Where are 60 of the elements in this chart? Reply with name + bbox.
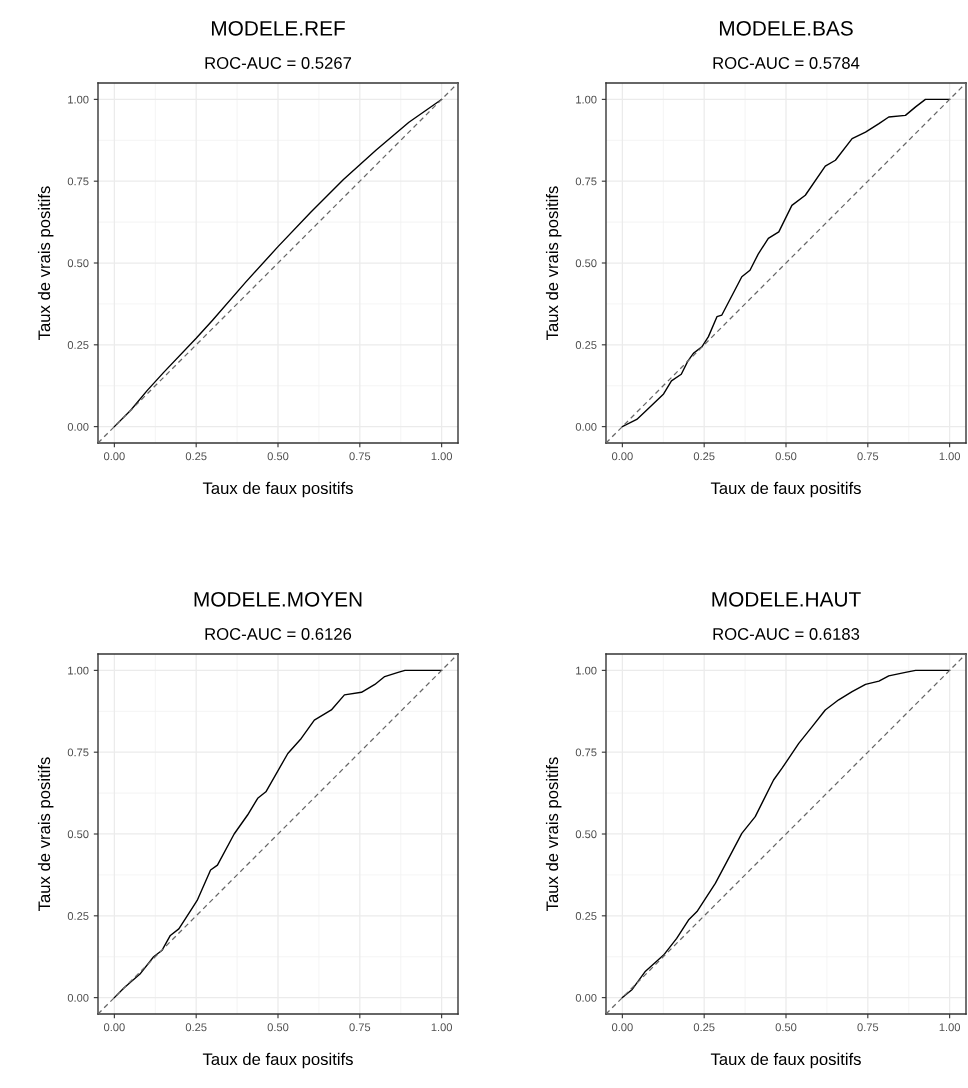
y-axis-title: Taux de vrais positifs bbox=[545, 757, 562, 911]
y-tick-label: 0.50 bbox=[575, 830, 597, 839]
chart-subtitle: ROC-AUC = 0.6126 bbox=[205, 628, 352, 640]
chart-title: MODELE.BAS bbox=[719, 20, 853, 36]
x-tick-label: 0.50 bbox=[775, 452, 797, 461]
x-tick-label: 0.00 bbox=[103, 452, 125, 461]
y-tick-label: 0.00 bbox=[67, 422, 89, 431]
line-series bbox=[113, 669, 443, 999]
x-tick-label: 0.25 bbox=[693, 1023, 715, 1032]
x-tick-label: 0.75 bbox=[857, 452, 879, 461]
chart-subtitle: ROC-AUC = 0.5784 bbox=[713, 57, 860, 69]
x-tick-label: 0.50 bbox=[775, 1023, 797, 1032]
y-tick-label: 0.50 bbox=[67, 259, 89, 268]
y-tick-label: 0.25 bbox=[67, 341, 89, 349]
x-tick-label: 1.00 bbox=[431, 1023, 453, 1032]
x-axis-title: Taux de faux positifs bbox=[710, 481, 861, 498]
y-tick-label: 0.25 bbox=[575, 912, 597, 920]
line-series bbox=[621, 669, 951, 999]
y-tick-label: 1.00 bbox=[68, 95, 89, 104]
chart-title: MODELE.REF bbox=[211, 20, 345, 36]
y-tick-label: 0.25 bbox=[575, 341, 597, 349]
y-tick-label: 0.00 bbox=[575, 422, 597, 431]
y-tick-label: 0.75 bbox=[575, 748, 597, 757]
line-series bbox=[113, 98, 443, 428]
y-tick-label: 0.50 bbox=[575, 259, 597, 268]
y-tick-label: 0.00 bbox=[67, 993, 89, 1002]
chart-title: MODELE.HAUT bbox=[712, 591, 861, 607]
x-axis-title: Taux de faux positifs bbox=[202, 1052, 353, 1069]
x-tick-label: 0.50 bbox=[267, 1023, 289, 1032]
x-tick-label: 0.75 bbox=[349, 452, 371, 461]
x-tick-label: 0.25 bbox=[185, 452, 207, 461]
x-tick-label: 0.50 bbox=[267, 452, 289, 461]
y-axis-title: Taux de vrais positifs bbox=[37, 757, 54, 911]
y-tick-label: 0.25 bbox=[67, 912, 89, 920]
chart-subtitle: ROC-AUC = 0.6183 bbox=[713, 628, 860, 640]
x-tick-label: 1.00 bbox=[939, 452, 961, 461]
x-tick-label: 1.00 bbox=[939, 1023, 961, 1032]
y-tick-label: 1.00 bbox=[576, 666, 597, 675]
x-tick-label: 0.00 bbox=[611, 452, 633, 461]
y-axis-title: Taux de vrais positifs bbox=[37, 186, 54, 340]
y-tick-label: 1.00 bbox=[576, 95, 597, 104]
y-tick-label: 0.50 bbox=[67, 830, 89, 839]
y-tick-label: 1.00 bbox=[68, 666, 89, 675]
x-tick-label: 0.00 bbox=[103, 1023, 125, 1032]
y-tick-label: 0.00 bbox=[575, 993, 597, 1002]
y-tick-label: 0.75 bbox=[575, 177, 597, 186]
y-tick-label: 0.75 bbox=[67, 748, 89, 757]
x-tick-label: 0.25 bbox=[693, 452, 715, 461]
chart-title: MODELE.MOYEN bbox=[194, 591, 362, 607]
x-tick-label: 0.75 bbox=[857, 1023, 879, 1032]
x-axis-title: Taux de faux positifs bbox=[202, 481, 353, 498]
line-series bbox=[621, 98, 951, 428]
y-tick-label: 0.75 bbox=[67, 177, 89, 186]
x-tick-label: 1.00 bbox=[431, 452, 453, 461]
x-tick-label: 0.75 bbox=[349, 1023, 371, 1032]
x-tick-label: 0.25 bbox=[185, 1023, 207, 1032]
chart-subtitle: ROC-AUC = 0.5267 bbox=[205, 57, 352, 69]
y-axis-title: Taux de vrais positifs bbox=[545, 186, 562, 340]
x-axis-title: Taux de faux positifs bbox=[710, 1052, 861, 1069]
x-tick-label: 0.00 bbox=[611, 1023, 633, 1032]
